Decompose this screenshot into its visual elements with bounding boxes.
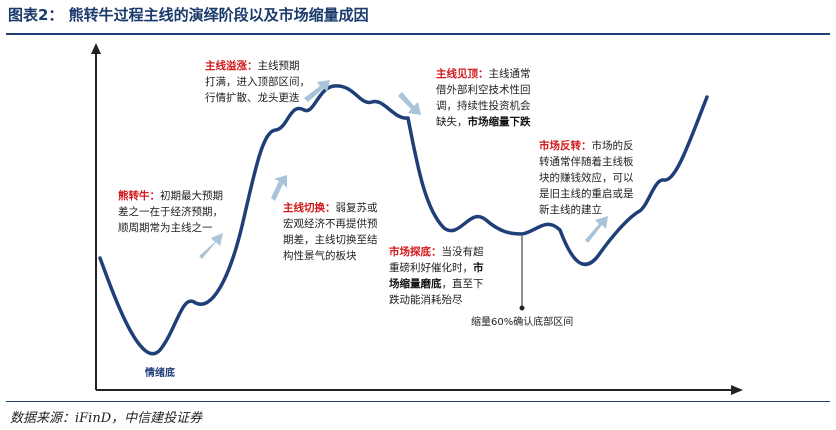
trend-arrow-5 (585, 216, 608, 243)
annotation-key: 市场探底： (389, 246, 442, 258)
annotation-line: 市场的反 (591, 140, 634, 152)
annotation-key: 主线切换： (283, 202, 336, 214)
annotation-line: 当没有超 (441, 246, 484, 258)
annotation-switch: 主线切换：弱复苏或 宏观经济不再提供预 期差，主线切换至结 构性景气的板块 (283, 200, 378, 264)
annotation-line: 差之一在于经济预期， (118, 206, 223, 218)
annotation-line: 重磅利好催化时， (389, 262, 473, 274)
source-note: 数据来源：iFinD，中信建投证券 (10, 411, 203, 426)
annotation-mainline-up: 主线溢涨：主线预期 打满，进入顶部区间， 行情扩散、龙头更迭 (205, 58, 310, 106)
annotation-key: 市场反转： (539, 140, 592, 152)
figure-title: 图表2： 熊转牛过程主线的演绎阶段以及市场缩量成因 (8, 6, 369, 24)
annotation-line: 构性景气的板块 (283, 250, 357, 262)
annotation-line: 调，持续性投资机会 (436, 100, 531, 112)
annotation-reversal: 市场反转：市场的反 转通常伴随着主线板 块的赚钱效应，可以 是旧主线的重启或是 … (539, 138, 634, 218)
annotation-line: 借外部利空技术性回 (436, 84, 531, 96)
volume-confirm-label: 缩量60%确认底部区间 (471, 317, 574, 328)
annotation-bold: 市 (473, 262, 484, 274)
annotation-bold: 市场缩量下跌 (467, 116, 531, 128)
annotation-key: 熊转牛： (118, 190, 160, 202)
x-axis-arrowhead (731, 385, 743, 395)
annotation-line: 主线通常 (488, 68, 531, 80)
annotation-key: 主线见顶： (436, 68, 489, 80)
annotation-line: 是旧主线的重启或是 (539, 188, 634, 200)
volume-marker-dot (519, 305, 525, 311)
trend-arrows (199, 80, 608, 259)
annotation-bold: 场缩量磨底 (389, 278, 442, 290)
annotation-bear-to-bull: 熊转牛：初期最大预期 差之一在于经济预期， 顺周期常为主线之一 (118, 188, 223, 236)
annotation-line: 打满，进入顶部区间， (205, 76, 310, 88)
annotation-line: 块的赚钱效应，可以 (539, 172, 634, 184)
trend-arrow-2 (271, 175, 287, 201)
annotation-line: 宏观经济不再提供预 (283, 218, 378, 230)
annotation-line: 新主线的建立 (539, 204, 602, 216)
annotation-line: 期差，主线切换至结 (283, 234, 378, 246)
footer-divider (6, 401, 830, 402)
annotation-mainline-top: 主线见顶：主线通常 借外部利空技术性回 调，持续性投资机会 缺失，市场缩量下跌 (436, 66, 531, 130)
annotation-bottoming: 市场探底：当没有超 重磅利好催化时，市 场缩量磨底，直至下 跌动能消耗殆尽 (389, 244, 484, 308)
market-curve (98, 84, 709, 356)
annotation-line: 缺失， (436, 116, 468, 128)
trend-arrow-1 (199, 233, 223, 259)
annotation-line: 行情扩散、龙头更迭 (205, 92, 300, 104)
title-divider (6, 33, 830, 35)
trend-arrow-4 (398, 92, 421, 115)
annotation-line: ，直至下 (441, 278, 484, 290)
annotation-key: 主线溢涨： (205, 60, 258, 72)
annotation-line: 顺周期常为主线之一 (118, 222, 213, 234)
annotation-line: 主线预期 (257, 60, 300, 72)
annotation-line: 初期最大预期 (160, 190, 223, 202)
sentiment-bottom-label: 情绪底 (145, 368, 175, 379)
annotation-line: 跌动能消耗殆尽 (389, 294, 463, 306)
annotation-line: 转通常伴随着主线板 (539, 156, 634, 168)
trend-arrow-3 (304, 80, 330, 102)
y-axis-arrowhead (91, 43, 101, 54)
annotation-line: 弱复苏或 (335, 202, 378, 214)
